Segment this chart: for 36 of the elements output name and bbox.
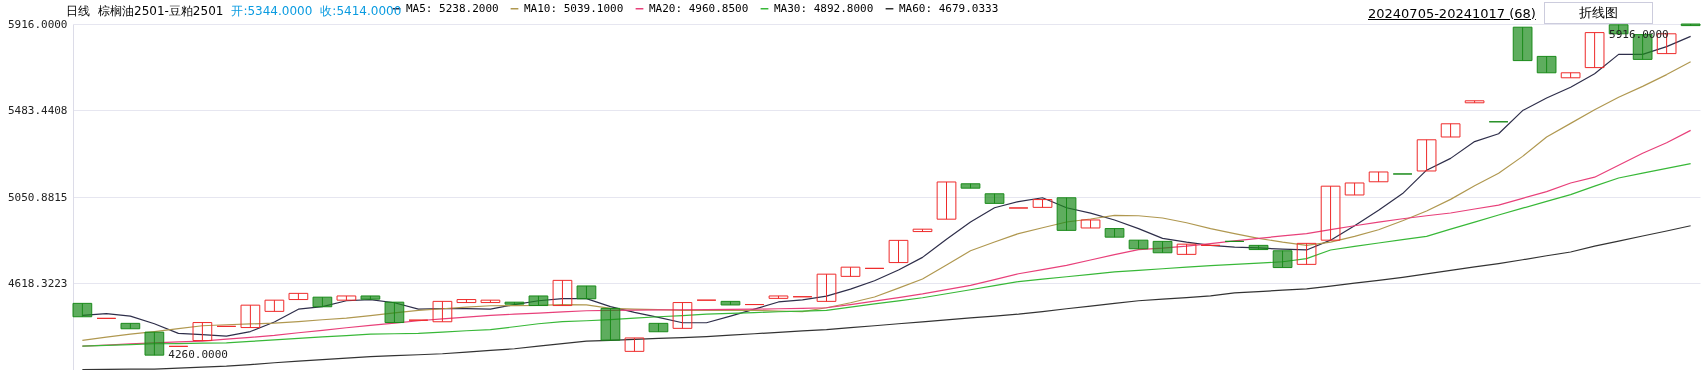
candlestick <box>888 239 909 264</box>
y-tick-label: 4618.3223 <box>7 277 68 290</box>
candlestick <box>552 279 573 307</box>
legend-label: MA5: 5238.2000 <box>406 1 499 15</box>
line-series <box>81 162 1692 347</box>
candlestick <box>1320 185 1341 241</box>
candlestick <box>1296 242 1317 265</box>
legend-label: MA20: 4960.8500 <box>649 1 749 15</box>
candlestick <box>432 300 453 323</box>
candlestick <box>1584 32 1605 69</box>
y-tick-label: 5916.0000 <box>7 17 68 31</box>
legend-label: MA10: 5039.1000 <box>524 1 624 15</box>
candlestick <box>1440 123 1461 138</box>
chart-subtitle: 棕榈油2501-豆粕2501 <box>98 3 224 20</box>
candlestick <box>1416 139 1437 172</box>
y-tick-label: 5483.4408 <box>7 104 68 117</box>
candlestick <box>192 322 213 342</box>
legend-label: MA30: 4892.8000 <box>774 1 874 15</box>
candlestick <box>144 331 165 356</box>
candlestick <box>672 302 693 329</box>
text: 收:5414.0000 <box>320 3 402 20</box>
chart-title: 日线 <box>66 3 90 20</box>
candlestick <box>936 181 957 220</box>
candlestick <box>384 301 405 324</box>
candlestick <box>624 337 645 352</box>
annotation: 4260.0000 <box>168 348 228 362</box>
text: 开:5344.0000 <box>231 3 313 20</box>
y-tick-label: 5050.8815 <box>7 190 68 204</box>
text: 折线图 <box>1543 2 1653 24</box>
text: 20240705-20241017 (68) <box>1368 5 1536 21</box>
candlestick <box>240 304 261 329</box>
candlestick <box>1176 243 1197 255</box>
candlestick <box>264 299 285 312</box>
line-series <box>81 225 1692 370</box>
legend-label: MA60: 4679.0333 <box>899 1 999 15</box>
candlestick <box>816 273 837 302</box>
